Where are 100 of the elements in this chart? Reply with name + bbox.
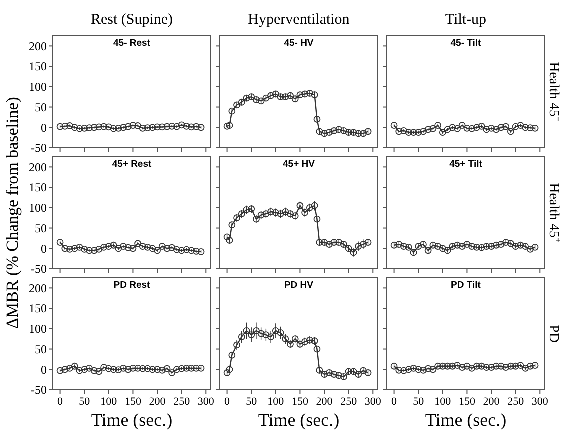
point bbox=[311, 92, 318, 99]
point bbox=[488, 125, 495, 132]
point bbox=[96, 368, 103, 376]
point bbox=[321, 239, 328, 246]
point bbox=[238, 334, 246, 341]
point bbox=[272, 327, 280, 334]
point bbox=[360, 241, 367, 248]
chart-title: 45+ HV bbox=[283, 159, 316, 170]
point bbox=[282, 94, 290, 101]
point bbox=[434, 243, 442, 250]
y-tick-label: 150 bbox=[29, 60, 47, 74]
point bbox=[130, 245, 137, 252]
point bbox=[183, 246, 190, 254]
point bbox=[444, 126, 452, 134]
point bbox=[253, 327, 260, 334]
point bbox=[340, 241, 348, 248]
point bbox=[105, 243, 112, 250]
point bbox=[164, 365, 171, 372]
point bbox=[258, 330, 265, 338]
point bbox=[248, 206, 256, 213]
y-tick-label: 100 bbox=[29, 80, 47, 94]
point bbox=[86, 247, 93, 254]
point bbox=[134, 364, 142, 372]
point bbox=[512, 123, 520, 130]
point bbox=[228, 352, 236, 359]
point bbox=[66, 246, 74, 253]
point bbox=[198, 248, 205, 256]
point bbox=[258, 212, 265, 219]
point bbox=[306, 204, 314, 212]
x-tick-label: 100 bbox=[268, 396, 285, 408]
point bbox=[277, 210, 284, 218]
point bbox=[430, 125, 437, 132]
point bbox=[243, 206, 250, 214]
point bbox=[464, 125, 471, 132]
point bbox=[316, 128, 324, 136]
point bbox=[326, 369, 333, 376]
point bbox=[502, 123, 510, 130]
point bbox=[316, 367, 324, 374]
point bbox=[282, 208, 290, 216]
y-tick-label: 200 bbox=[29, 160, 47, 174]
point bbox=[512, 243, 520, 250]
point bbox=[483, 126, 490, 134]
point bbox=[188, 364, 196, 372]
chart-title: 45- Tilt bbox=[450, 38, 482, 49]
point bbox=[296, 202, 304, 210]
y-tick-label: 150 bbox=[29, 180, 47, 195]
point bbox=[248, 94, 256, 101]
point bbox=[311, 202, 318, 210]
point bbox=[144, 365, 152, 372]
chart-title: PD Tilt bbox=[451, 280, 482, 291]
point bbox=[56, 239, 64, 246]
point bbox=[400, 127, 408, 134]
point bbox=[449, 243, 456, 250]
point bbox=[508, 128, 514, 136]
x-tick-label: 50 bbox=[246, 396, 258, 408]
y-tick-label: 50 bbox=[35, 100, 47, 114]
point bbox=[396, 128, 403, 136]
chart-title: 45- Rest bbox=[114, 38, 152, 49]
point bbox=[321, 130, 328, 138]
point bbox=[105, 365, 112, 372]
point bbox=[178, 247, 186, 254]
point bbox=[287, 340, 294, 348]
point bbox=[454, 125, 461, 132]
chart-subtitle: Rest (Supine) bbox=[90, 12, 174, 28]
point bbox=[188, 247, 196, 254]
chart-title: 45+ Rest bbox=[112, 159, 152, 170]
x-tick-label: 150 bbox=[292, 396, 309, 408]
point bbox=[226, 122, 234, 130]
point bbox=[272, 209, 280, 216]
point bbox=[350, 249, 358, 256]
point bbox=[390, 122, 398, 130]
point bbox=[302, 209, 309, 216]
point bbox=[183, 364, 190, 372]
x-tick-label: 200 bbox=[149, 396, 166, 408]
point bbox=[174, 246, 180, 254]
point bbox=[228, 108, 236, 115]
point bbox=[76, 244, 84, 251]
point bbox=[296, 92, 304, 99]
point bbox=[139, 243, 146, 250]
point bbox=[110, 242, 118, 249]
point bbox=[345, 245, 352, 252]
x-tick-label: 100 bbox=[434, 396, 452, 408]
point bbox=[314, 216, 321, 223]
point bbox=[405, 244, 412, 251]
y-tick-label: 200 bbox=[29, 281, 47, 296]
point bbox=[478, 244, 486, 252]
point bbox=[268, 92, 274, 100]
point bbox=[258, 98, 265, 105]
y-axis-title: ΔMBR (% Change from baseline) bbox=[3, 97, 22, 329]
point bbox=[149, 366, 156, 374]
point bbox=[81, 366, 88, 374]
point bbox=[326, 241, 333, 248]
x-tick-label: 0 bbox=[392, 396, 398, 408]
y-tick-label: 100 bbox=[29, 322, 47, 336]
point bbox=[120, 243, 127, 250]
chart-subtitle: Tilt-up bbox=[445, 12, 487, 28]
point bbox=[492, 242, 500, 249]
point bbox=[268, 208, 274, 216]
point bbox=[277, 330, 284, 336]
point bbox=[522, 124, 530, 132]
